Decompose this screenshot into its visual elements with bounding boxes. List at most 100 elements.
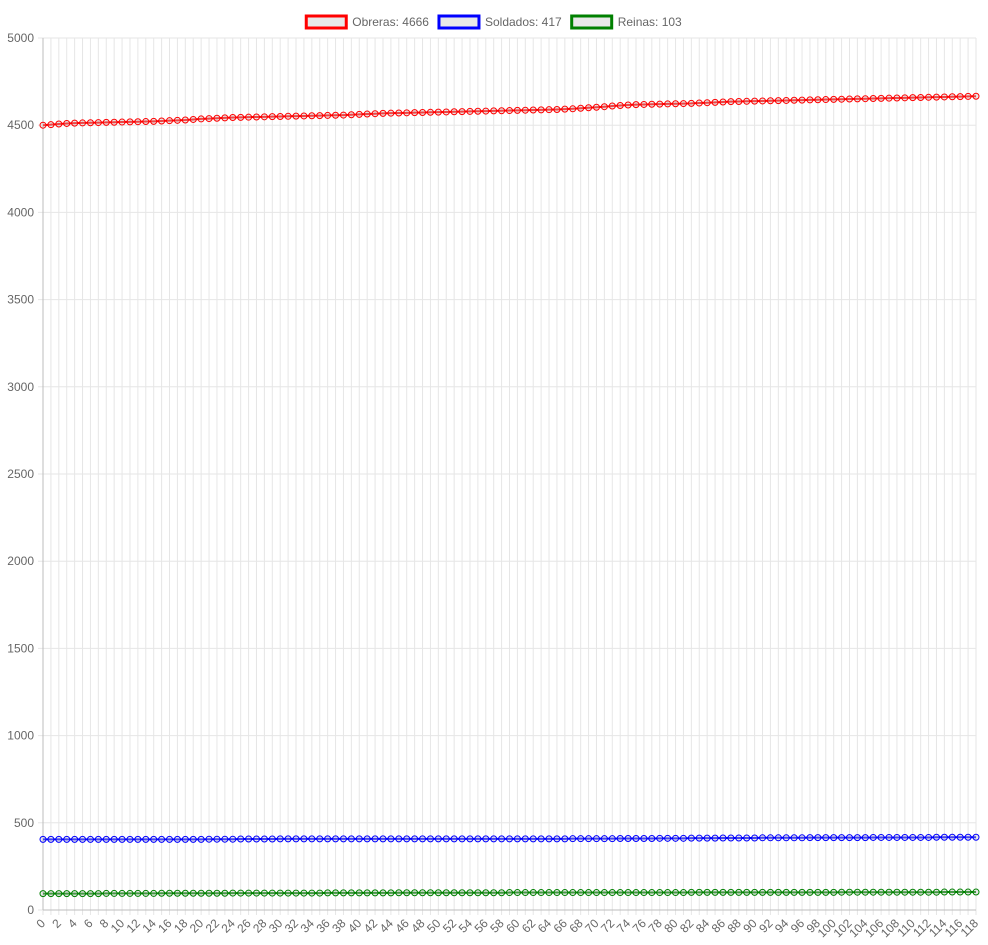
data-point — [450, 108, 458, 116]
grid-lines — [38, 37, 977, 915]
data-point — [339, 835, 347, 843]
data-point — [885, 888, 893, 896]
data-point — [774, 97, 782, 105]
data-point — [387, 109, 395, 117]
data-point — [830, 834, 838, 842]
data-point — [332, 111, 340, 119]
data-point — [711, 834, 719, 842]
data-point — [679, 834, 687, 842]
x-tick-label: 4 — [65, 916, 80, 931]
data-point — [940, 93, 948, 101]
data-point — [63, 890, 71, 898]
x-tick-label: 2 — [49, 916, 64, 931]
data-point — [782, 834, 790, 842]
data-point — [434, 108, 442, 116]
data-point — [869, 95, 877, 103]
data-point — [917, 888, 925, 896]
data-point — [513, 106, 521, 114]
data-point — [822, 96, 830, 104]
data-point — [363, 835, 371, 843]
data-point — [150, 117, 158, 125]
data-point — [687, 834, 695, 842]
data-point — [624, 835, 632, 842]
data-point — [806, 888, 814, 896]
data-point — [838, 95, 846, 103]
data-point — [719, 98, 727, 106]
data-point — [838, 888, 846, 896]
legend-swatch — [437, 14, 481, 30]
data-point — [411, 889, 419, 897]
data-point — [521, 106, 529, 114]
data-point — [695, 99, 703, 107]
data-point — [877, 833, 885, 841]
data-point — [506, 889, 513, 897]
data-point — [411, 109, 419, 117]
data-point — [956, 888, 964, 896]
data-point — [513, 889, 521, 897]
data-point — [798, 96, 806, 104]
data-point — [561, 105, 569, 113]
data-point — [395, 109, 403, 117]
data-point — [419, 889, 427, 897]
data-point — [237, 835, 245, 843]
data-point — [964, 888, 972, 896]
data-point — [403, 109, 411, 117]
data-point — [917, 93, 925, 101]
data-point — [490, 889, 498, 897]
y-tick-label: 2500 — [7, 467, 34, 481]
data-point — [205, 115, 213, 123]
data-point — [268, 889, 276, 897]
data-point — [166, 117, 174, 125]
data-point — [339, 111, 347, 119]
data-point — [664, 834, 672, 842]
data-point — [853, 95, 861, 103]
data-point — [426, 889, 434, 897]
data-point — [759, 888, 767, 896]
data-point — [158, 835, 166, 843]
data-point — [118, 835, 126, 843]
data-point — [189, 889, 197, 897]
data-point — [569, 889, 577, 897]
data-point — [932, 888, 940, 896]
data-point — [743, 97, 751, 105]
data-point — [727, 888, 735, 896]
x-tick-label: 6 — [81, 916, 96, 931]
legend-item[interactable]: Obreras: 4666 — [304, 14, 429, 30]
legend[interactable]: Obreras: 4666 Soldados: 417 Reinas: 103 — [304, 14, 682, 30]
data-point — [687, 99, 695, 107]
data-point — [672, 834, 680, 842]
data-point — [529, 889, 537, 897]
data-point — [498, 835, 506, 843]
data-point — [411, 835, 419, 843]
data-point — [252, 113, 260, 121]
data-point — [102, 118, 110, 126]
data-point — [134, 889, 142, 897]
data-point — [948, 833, 956, 841]
data-point — [901, 888, 909, 896]
data-point — [577, 104, 585, 112]
legend-item[interactable]: Soldados: 417 — [437, 14, 562, 30]
data-point — [229, 889, 237, 897]
data-point — [822, 834, 830, 842]
data-point — [173, 835, 181, 843]
data-point — [711, 888, 719, 896]
y-tick-label: 0 — [27, 903, 34, 917]
data-point — [687, 888, 695, 896]
data-point — [347, 111, 355, 119]
data-point — [608, 835, 616, 843]
data-point — [79, 835, 87, 843]
data-point — [71, 835, 79, 843]
data-point — [972, 888, 980, 896]
data-point — [964, 833, 972, 841]
data-point — [395, 835, 403, 843]
data-point — [553, 106, 561, 113]
data-point — [332, 889, 340, 897]
data-point — [379, 889, 387, 897]
legend-item[interactable]: Reinas: 103 — [570, 14, 682, 30]
data-point — [774, 888, 782, 896]
data-point — [830, 888, 838, 896]
data-point — [173, 116, 181, 124]
data-point — [482, 889, 490, 897]
data-point — [229, 114, 237, 122]
data-point — [703, 99, 711, 107]
